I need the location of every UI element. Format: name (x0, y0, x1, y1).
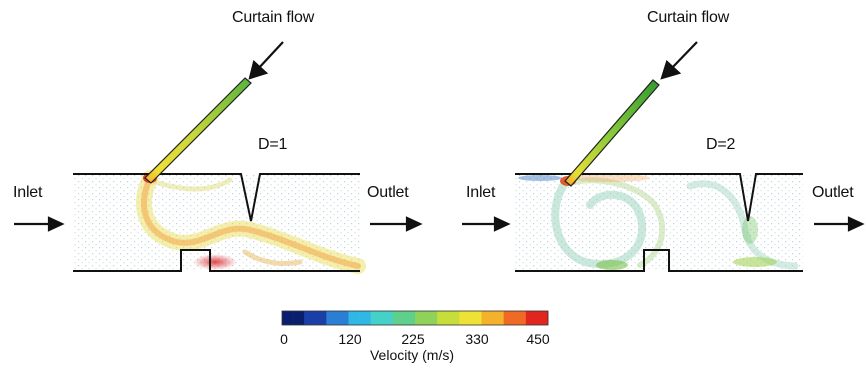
outlet-arrow (814, 216, 865, 232)
colorbar-tick: 225 (401, 331, 425, 347)
colorbar-swatch (348, 311, 360, 325)
channel-walls (73, 173, 360, 272)
colorbar-frame (281, 310, 549, 326)
panel-d1 (14, 41, 423, 274)
curtain-flow-label: Curtain flow (232, 9, 315, 26)
case-label-d2: D=2 (706, 136, 736, 153)
outlet-arrow (370, 216, 423, 232)
colorbar-swatch (437, 311, 449, 325)
inlet-arrow (462, 216, 511, 232)
curtain-nozzle (144, 77, 252, 184)
colorbar-swatch (426, 311, 438, 325)
inlet-arrow (14, 216, 65, 232)
channel-walls (515, 173, 803, 272)
colorbar-swatch (315, 311, 327, 325)
colorbar-swatch (359, 311, 371, 325)
colorbar-swatch (370, 311, 383, 325)
colorbar-swatch (470, 311, 482, 325)
colorbar-tick: 120 (338, 331, 362, 347)
colorbar-swatch (337, 311, 349, 325)
colorbar-tick: 330 (465, 331, 489, 347)
colorbar-title: Velocity (m/s) (369, 347, 455, 363)
colorbar-swatch (448, 311, 460, 325)
velocity-colorbar (282, 311, 549, 325)
colorbar-swatch (503, 311, 516, 325)
inlet-label: Inlet (13, 184, 43, 201)
colorbar-swatch (326, 311, 338, 325)
curtain-flow-arrow (248, 41, 284, 80)
colorbar-swatch (304, 311, 316, 325)
curtain-nozzle (564, 79, 660, 187)
colorbar-swatch (392, 311, 405, 325)
colorbar-swatch (459, 311, 471, 325)
case-label-d1: D=1 (258, 136, 288, 153)
panel-d2 (462, 41, 865, 272)
inlet-label: Inlet (466, 184, 496, 201)
colorbar-swatch (492, 311, 504, 325)
outlet-label: Outlet (367, 184, 409, 201)
curtain-flow-arrow (660, 41, 698, 80)
colorbar-swatch (525, 311, 538, 325)
jet-stream (136, 170, 366, 274)
colorbar-tick: 0 (280, 331, 288, 347)
colorbar-swatch (381, 311, 394, 325)
colorbar-swatch (293, 311, 305, 325)
colorbar-tick: 450 (526, 331, 550, 347)
curtain-flow-label: Curtain flow (647, 9, 730, 26)
vortex-streams (518, 174, 799, 270)
colorbar-swatch (536, 311, 549, 325)
colorbar-swatch (403, 311, 416, 325)
colorbar-swatch (282, 311, 294, 325)
colorbar-swatch (514, 311, 527, 325)
colorbar-swatch (481, 311, 493, 325)
outlet-label: Outlet (812, 184, 854, 201)
colorbar-swatch (415, 311, 427, 325)
